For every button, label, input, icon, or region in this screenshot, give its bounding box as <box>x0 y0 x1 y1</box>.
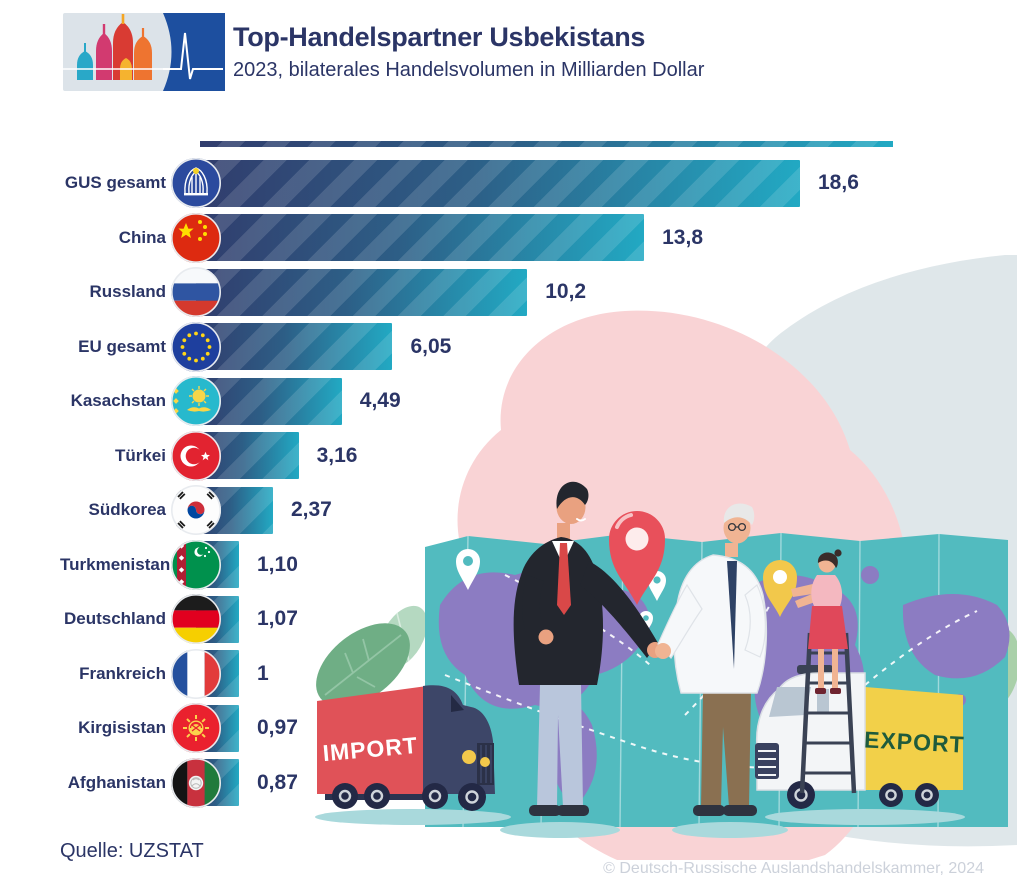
chart-row: EU gesamt 6,05 <box>60 320 1010 375</box>
france-flag-icon <box>170 648 222 700</box>
bar-value: 13,8 <box>662 225 703 249</box>
chart-row: Südkorea 2,37 <box>60 483 1010 538</box>
yellow-location-pin-icon <box>763 560 797 617</box>
eu-flag-icon <box>170 321 222 373</box>
germany-flag-icon <box>170 593 222 645</box>
import-truck: IMPORT <box>317 685 495 811</box>
bar-track: 0,87 <box>196 756 1010 811</box>
row-label: China <box>118 227 166 247</box>
chart-row: Russland 10,2 <box>60 265 1010 320</box>
bar-fill <box>196 268 528 316</box>
export-truck: EXPORT <box>755 665 965 809</box>
bar-value: 2,37 <box>290 498 332 522</box>
turkey-flag-icon <box>170 430 222 482</box>
bar-track: 2,37 <box>196 483 1010 538</box>
row-label: Türkei <box>114 445 166 465</box>
chart-row: Türkei 3,16 <box>60 429 1010 484</box>
bar-value: 1 <box>257 661 269 685</box>
ground-shadows <box>315 809 965 838</box>
chart-row: GUS gesamt 18,6 <box>60 156 1010 211</box>
row-label: Kirgisistan <box>78 718 166 738</box>
header: Top-Handelspartner Usbekistans 2023, bil… <box>63 13 704 91</box>
chart-row: Kasachstan 4,49 <box>60 374 1010 429</box>
bar-value: 4,49 <box>359 389 401 413</box>
chart-row: Kirgisistan 0,97 <box>60 701 1010 756</box>
bar-value: 1,10 <box>257 552 298 576</box>
bar-value: 10,2 <box>545 280 587 304</box>
bar-track: 1,10 <box>196 538 1010 593</box>
ladder-icon <box>799 632 857 794</box>
red-location-pin-icon <box>609 511 665 605</box>
kyrgyzstan-flag-icon <box>170 702 222 754</box>
bar-track: 4,49 <box>196 374 1010 429</box>
bar-value: 1,07 <box>257 607 298 631</box>
bar-track: 13,8 <box>196 211 1010 266</box>
chart-row: Deutschland 1,07 <box>60 592 1010 647</box>
source-note: Quelle: UZSTAT <box>60 840 204 862</box>
copyright-note: © Deutsch-Russische Auslandshandelskamme… <box>603 860 984 877</box>
pulse-line-icon <box>163 32 223 80</box>
row-label: Afghanistan <box>67 772 166 792</box>
turkmenistan-flag-icon <box>170 539 222 591</box>
bar-fill <box>196 323 393 371</box>
kazakhstan-flag-icon <box>170 375 222 427</box>
trade-illustration: IMPORT EXPORT <box>315 255 1017 860</box>
truck-wheels <box>332 783 486 811</box>
page-subtitle: 2023, bilaterales Handelsvolumen in Mill… <box>233 59 705 82</box>
afghanistan-flag-icon <box>170 757 222 809</box>
row-label: GUS gesamt <box>64 173 166 193</box>
bar-value: 0,97 <box>257 716 298 740</box>
page-title: Top-Handelspartner Usbekistans <box>233 22 646 52</box>
export-label: EXPORT <box>864 726 966 757</box>
china-flag-icon <box>170 212 222 264</box>
row-label: Turkmenistan <box>60 554 171 574</box>
bar-fill <box>196 159 800 207</box>
bar-value: 3,16 <box>316 443 358 467</box>
bar-fill <box>196 214 645 262</box>
left-plant-leaves-icon <box>316 605 428 707</box>
bar-track: 18,6 <box>196 156 1010 211</box>
row-label: Frankreich <box>79 663 166 683</box>
south-korea-flag-icon <box>170 484 222 536</box>
bar-track: 3,16 <box>196 429 1010 484</box>
bar-value: 0,87 <box>257 770 298 794</box>
cathedral-pulse-logo-icon <box>63 13 225 91</box>
russia-flag-icon <box>170 266 222 318</box>
bar-track: 6,05 <box>196 320 1010 375</box>
row-label: Russland <box>89 282 166 302</box>
businessman-right <box>655 503 768 816</box>
bar-value: 18,6 <box>818 171 859 195</box>
cis-flag-icon <box>170 157 222 209</box>
truck-wheels <box>787 781 939 809</box>
woman-on-ladder <box>791 549 857 794</box>
chart-row: China 13,8 <box>60 211 1010 266</box>
row-label: EU gesamt <box>78 336 166 356</box>
clipped-bar-edge <box>200 141 893 147</box>
bar-track: 1 <box>196 647 1010 702</box>
row-label: Südkorea <box>88 500 166 520</box>
white-location-pin-icon <box>456 549 480 590</box>
chart-row: Afghanistan 0,87 <box>60 756 1010 811</box>
chart-row: Frankreich 1 <box>60 647 1010 702</box>
bar-track: 10,2 <box>196 265 1010 320</box>
chart-row: Turkmenistan 1,10 <box>60 538 1010 593</box>
bar-track: 1,07 <box>196 592 1010 647</box>
businessman-left <box>513 481 663 816</box>
bar-chart: GUS gesamt 18,6 China 13,8 Russland 10,2 <box>60 156 1010 810</box>
row-label: Kasachstan <box>70 391 166 411</box>
row-label: Deutschland <box>63 609 166 629</box>
bar-value: 6,05 <box>410 334 452 358</box>
bar-track: 0,97 <box>196 701 1010 756</box>
